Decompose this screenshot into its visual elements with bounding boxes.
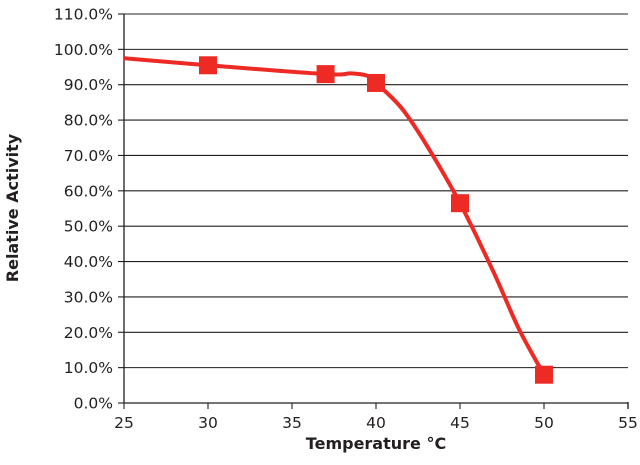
- y-tick-label-30: 30.0%: [64, 288, 113, 306]
- x-axis-title: Temperature °C: [306, 434, 446, 453]
- y-tick-label-0: 0.0%: [74, 395, 113, 413]
- y-axis-title: Relative Activity: [3, 133, 22, 282]
- data-point-50: [535, 365, 553, 384]
- x-tick-label-40: 40: [366, 414, 386, 432]
- y-tick-label-40: 40.0%: [64, 253, 113, 271]
- axes: [118, 13, 629, 409]
- series-line-0: [123, 56, 546, 376]
- y-tick-label-70: 70.0%: [64, 147, 113, 165]
- y-tick-labels: 0.0% 10.0% 20.0% 30.0% 40.0% 50.0% 60.0% 70.0% 8…: [54, 6, 113, 413]
- x-tick-label-30: 30: [198, 414, 218, 432]
- x-tick-label-55: 55: [618, 414, 638, 432]
- y-tick-label-90: 90.0%: [64, 76, 113, 94]
- y-tick-label-60: 60.0%: [64, 182, 113, 200]
- x-tick-label-35: 35: [282, 414, 302, 432]
- x-tick-label-25: 25: [114, 414, 134, 432]
- data-point-37: [316, 65, 335, 84]
- y-tick-label-50: 50.0%: [64, 218, 113, 236]
- y-tick-label-80: 80.0%: [64, 112, 113, 130]
- data-point-45: [451, 194, 469, 213]
- data-point-30: [199, 56, 217, 75]
- y-tick-label-110: 110.0%: [54, 6, 113, 24]
- x-tick-labels: 25 30 35 40 45 50 55: [114, 414, 638, 432]
- data-point-40: [367, 73, 385, 92]
- x-tick-label-50: 50: [534, 414, 554, 432]
- y-tick-label-20: 20.0%: [64, 324, 113, 342]
- y-tick-label-10: 10.0%: [64, 359, 113, 377]
- y-tick-label-100: 100.0%: [54, 41, 113, 59]
- series-line-group: [123, 56, 553, 384]
- x-tick-label-45: 45: [450, 414, 470, 432]
